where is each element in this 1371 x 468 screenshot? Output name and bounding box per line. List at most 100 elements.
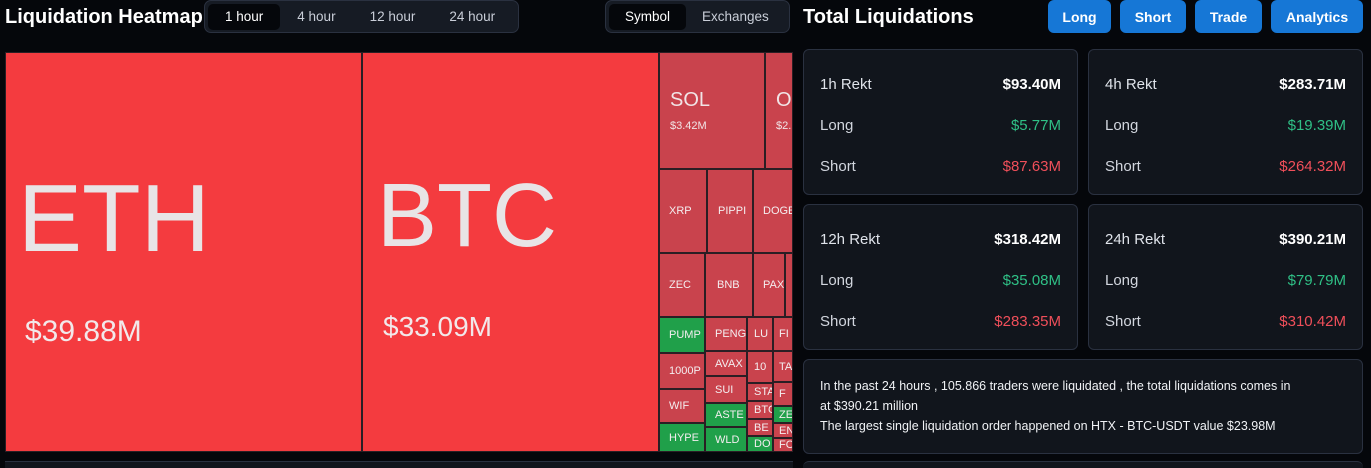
tile-aste[interactable]: ASTE [705, 403, 747, 427]
card-4h-long-value: $19.39M [1287, 116, 1346, 134]
tab-24-hour[interactable]: 24 hour [449, 8, 496, 24]
analytics-button[interactable]: Analytics [1271, 0, 1363, 33]
tile-doge-symbol: DOGE [763, 205, 793, 217]
tile-other[interactable]: O $2. [765, 52, 793, 169]
card-24h-long-value: $79.79M [1287, 271, 1346, 289]
tile-avax-symbol: AVAX [715, 357, 743, 370]
tile-pump[interactable]: PUMP [659, 317, 705, 353]
tile-pump-symbol: PUMP [669, 329, 701, 341]
tile-ta[interactable]: TA [773, 351, 793, 382]
tile-other-symbol: O [776, 89, 792, 111]
card-24h-short-value: $310.42M [1279, 312, 1346, 330]
short-button[interactable]: Short [1120, 0, 1186, 33]
tile-do-symbol: DO [754, 438, 771, 450]
tile-pax[interactable]: PAX [753, 253, 785, 317]
tile-other-value: $2. [776, 120, 792, 132]
time-range-tabs: 1 hour 4 hour 12 hour 24 hour [204, 0, 519, 33]
tile-eth[interactable]: ETH $39.88M [5, 52, 362, 452]
card-1h-short-value: $87.63M [1002, 157, 1061, 175]
tile-10[interactable]: 10 [747, 351, 773, 383]
card-12h-rekt: 12h Rekt $318.42M Long $35.08M Short $283.3… [803, 204, 1078, 350]
tile-zec[interactable]: ZEC [659, 253, 705, 317]
tile-pax-symbol: PAX [763, 279, 785, 291]
tile-btc-small[interactable]: BTC [747, 401, 773, 419]
summary-line-2: at $390.21 million [820, 399, 918, 413]
tile-fi[interactable]: FI [773, 317, 793, 351]
tile-peng-symbol: PENG [715, 328, 747, 340]
tile-fo[interactable]: FO [773, 438, 793, 452]
tile-lu-symbol: LU [754, 328, 769, 340]
card-12h-long-value: $35.08M [1002, 271, 1061, 289]
tile-wif-symbol: WIF [669, 400, 690, 412]
view-tabs: Symbol Exchanges [605, 0, 790, 33]
tile-f[interactable]: F [773, 382, 793, 406]
tile-1000p-symbol: 1000P [669, 365, 701, 377]
tab-12-hour[interactable]: 12 hour [369, 8, 416, 24]
tile-be-symbol: BE [754, 421, 769, 434]
summary-line-1: In the past 24 hours , 105.866 traders w… [820, 379, 1291, 393]
tile-1000p[interactable]: 1000P [659, 353, 705, 389]
tile-wld[interactable]: WLD [705, 427, 747, 452]
card-1h-long-label: Long [820, 116, 854, 134]
tile-btc-value: $33.09M [383, 311, 492, 342]
tile-en[interactable]: EN [773, 423, 793, 438]
card-4h-title: 4h Rekt [1105, 75, 1157, 93]
tile-ze[interactable]: ZE [773, 406, 793, 423]
card-4h-short-label: Short [1105, 157, 1141, 175]
tile-be[interactable]: BE [747, 419, 773, 436]
tile-sui[interactable]: SUI [705, 376, 747, 403]
tile-sta-symbol: STA [754, 386, 773, 398]
card-4h-total: $283.71M [1279, 75, 1346, 93]
tile-ze-symbol: ZE [779, 408, 793, 421]
card-4h-rekt: 4h Rekt $283.71M Long $19.39M Short $264.32… [1088, 49, 1363, 195]
heatmap-title: Liquidation Heatmap [5, 6, 203, 28]
tab-exchanges[interactable]: Exchanges [702, 8, 769, 24]
liquidation-summary: In the past 24 hours , 105.866 traders w… [803, 359, 1363, 454]
tile-doge[interactable]: DOGE [753, 169, 793, 253]
long-button[interactable]: Long [1048, 0, 1111, 33]
tile-pippin[interactable]: PIPPI [707, 169, 753, 253]
tile-btc[interactable]: BTC $33.09M [362, 52, 659, 452]
tab-1-hour[interactable]: 1 hour [208, 3, 281, 30]
tile-f-symbol: F [779, 388, 786, 400]
tile-sol[interactable]: SOL $3.42M [659, 52, 765, 169]
tile-peng[interactable]: PENG [705, 317, 747, 351]
tile-wld-symbol: WLD [715, 433, 740, 446]
tile-sol-value: $3.42M [670, 120, 707, 132]
tile-eth-symbol: ETH [18, 165, 210, 272]
trade-button[interactable]: Trade [1195, 0, 1262, 33]
tile-lu[interactable]: LU [747, 317, 773, 351]
card-24h-short-label: Short [1105, 312, 1141, 330]
tile-en-symbol: EN [779, 424, 793, 437]
tile-pippin-symbol: PIPPI [718, 205, 747, 217]
liquidation-heatmap: ETH $39.88M BTC $33.09M SOL $3.42M O $2.… [5, 52, 793, 452]
tile-bnb[interactable]: BNB [705, 253, 753, 317]
tile-misc-a[interactable] [785, 253, 793, 317]
tile-hype-symbol: HYPE [669, 431, 699, 444]
tile-wif[interactable]: WIF [659, 389, 705, 423]
card-12h-short-label: Short [820, 312, 856, 330]
tile-eth-value: $39.88M [25, 315, 142, 348]
tab-symbol[interactable]: Symbol [609, 3, 687, 30]
tile-xrp[interactable]: XRP [659, 169, 707, 253]
tile-sui-symbol: SUI [715, 383, 734, 396]
tab-4-hour[interactable]: 4 hour [297, 8, 336, 24]
tile-sta[interactable]: STA [747, 383, 773, 401]
bottom-card-edge [803, 461, 1363, 468]
card-24h-long-label: Long [1105, 271, 1139, 289]
card-24h-title: 24h Rekt [1105, 230, 1166, 248]
card-12h-long-label: Long [820, 271, 854, 289]
card-1h-long-value: $5.77M [1010, 116, 1061, 134]
tile-fi-symbol: FI [779, 328, 789, 340]
card-1h-total: $93.40M [1002, 75, 1061, 93]
tile-aste-symbol: ASTE [715, 409, 744, 421]
tile-hype[interactable]: HYPE [659, 423, 705, 452]
card-4h-long-label: Long [1105, 116, 1139, 134]
tile-bnb-symbol: BNB [717, 279, 740, 291]
tile-avax[interactable]: AVAX [705, 351, 747, 376]
tile-10-symbol: 10 [754, 361, 767, 373]
tile-sol-symbol: SOL [670, 89, 711, 111]
tile-ta-symbol: TA [779, 360, 793, 373]
card-12h-title: 12h Rekt [820, 230, 881, 248]
tile-do[interactable]: DO [747, 436, 773, 452]
